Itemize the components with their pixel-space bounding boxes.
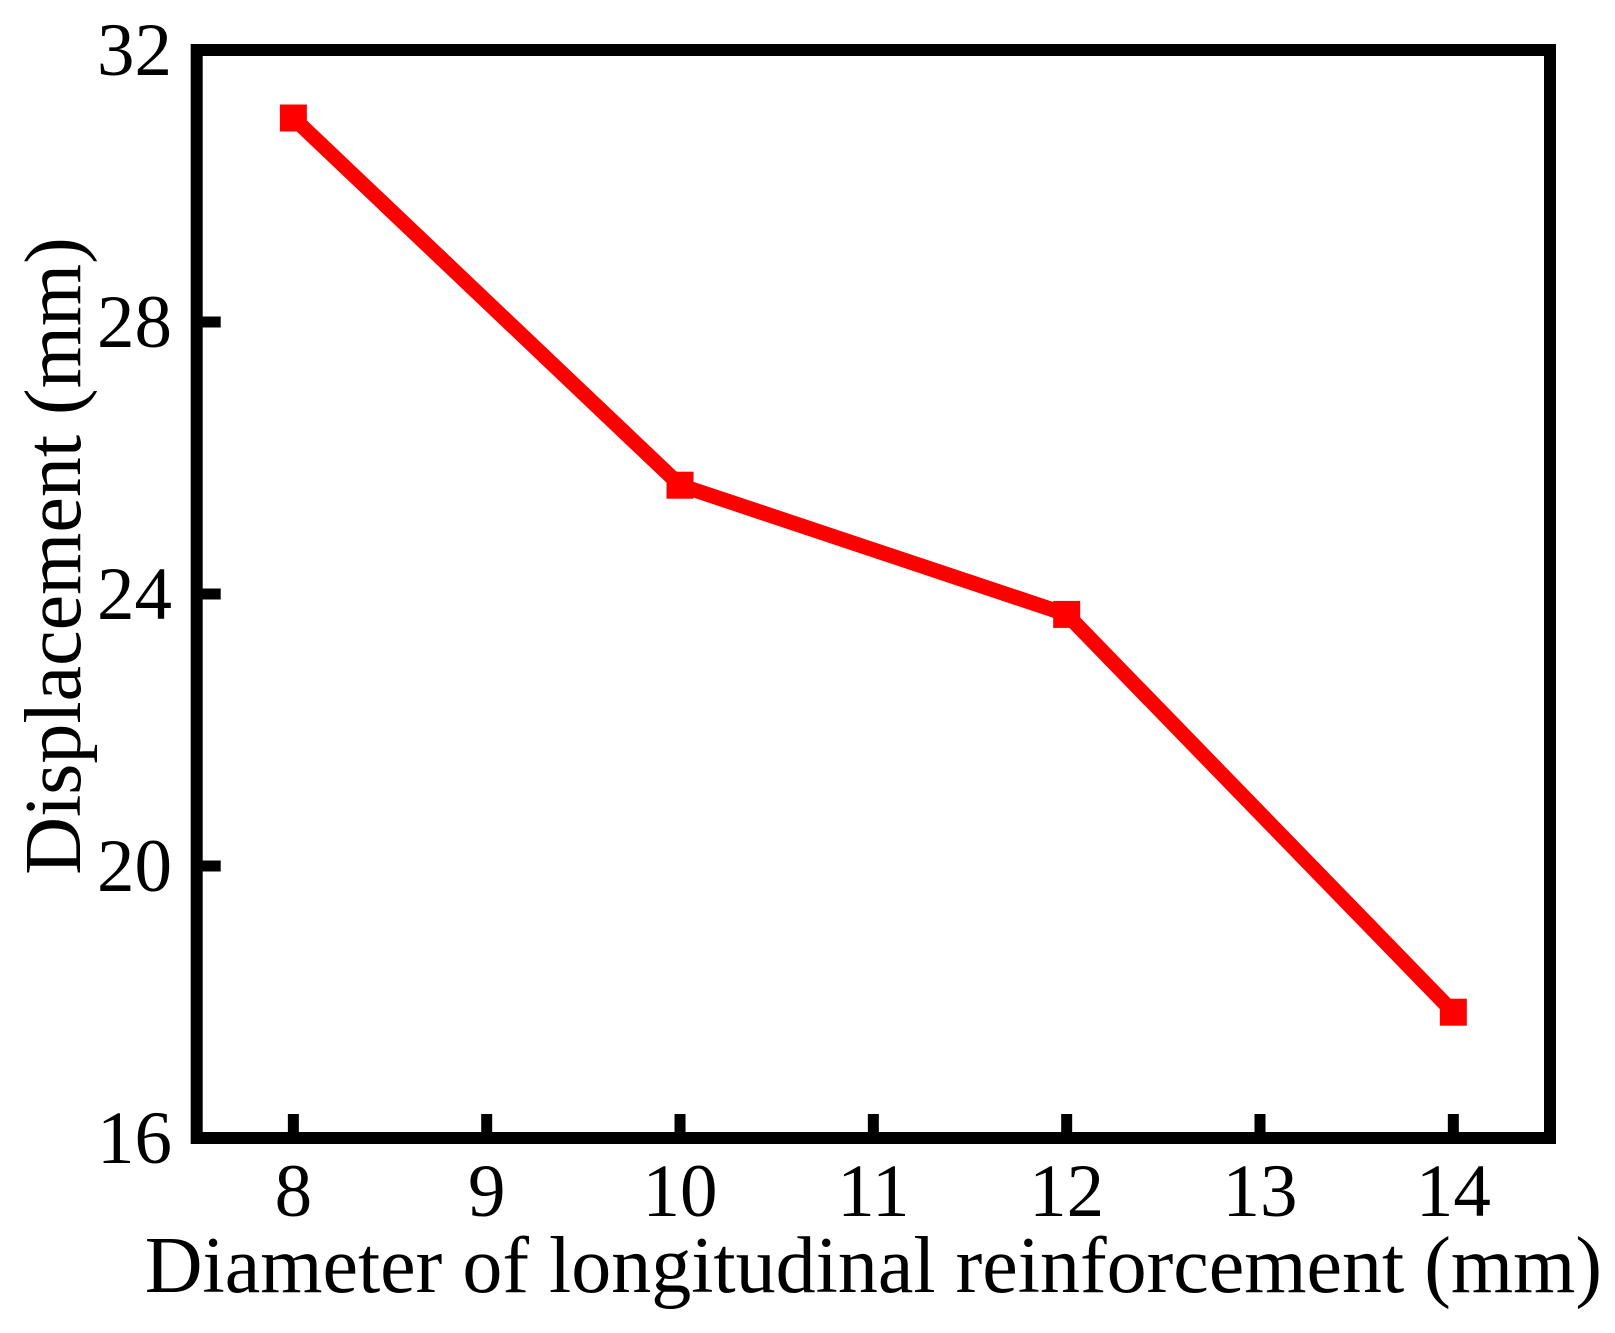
x-tick-label: 14 — [1416, 1150, 1491, 1233]
data-line — [288, 112, 1459, 1018]
y-tick-label: 20 — [97, 825, 172, 908]
data-point — [1053, 600, 1081, 628]
x-tick-label: 12 — [1029, 1150, 1104, 1233]
y-axis-tick-labels: 16 20 24 28 32 — [97, 9, 172, 1180]
x-tick-label: 13 — [1223, 1150, 1298, 1233]
y-axis-title: Displacement (mm) — [10, 237, 98, 875]
x-axis-tick-labels: 8 9 10 11 12 13 14 — [275, 1150, 1491, 1233]
x-tick-label: 9 — [468, 1150, 506, 1233]
y-axis-ticks — [196, 316, 221, 872]
data-markers — [279, 104, 1467, 1026]
x-tick-label: 10 — [643, 1150, 718, 1233]
y-tick-label: 16 — [97, 1097, 172, 1180]
x-tick-label: 8 — [275, 1150, 313, 1233]
data-point — [1439, 998, 1467, 1026]
data-point — [279, 104, 307, 132]
y-tick-label: 28 — [97, 281, 172, 364]
y-tick-label: 32 — [97, 9, 172, 92]
x-axis-title: Diameter of longitudinal reinforcement (… — [145, 1222, 1602, 1310]
y-tick-label: 24 — [97, 553, 172, 636]
x-tick-label: 11 — [837, 1150, 909, 1233]
data-point — [666, 471, 694, 499]
x-axis-ticks — [287, 1114, 1459, 1138]
